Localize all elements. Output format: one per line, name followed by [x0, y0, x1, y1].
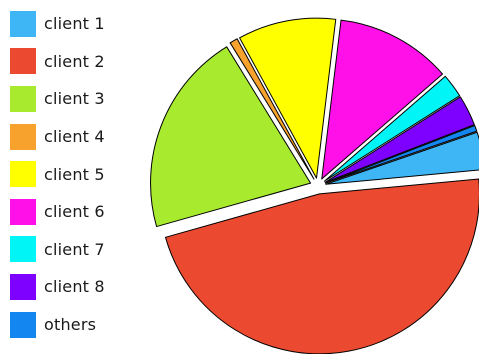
legend-swatch: [10, 236, 36, 263]
legend-label: client 8: [44, 277, 105, 297]
pie-slice: [325, 125, 478, 184]
legend-swatch: [10, 123, 36, 150]
pie-slice: [239, 17, 337, 179]
legend-swatch: [10, 48, 36, 75]
pie-slice: [323, 75, 461, 182]
chart-legend: client 1 client 2 client 3 client 4 clie…: [10, 5, 105, 343]
legend-label: client 6: [44, 202, 105, 222]
legend-item: client 2: [10, 43, 105, 81]
legend-item: client 1: [10, 5, 105, 43]
legend-item: client 8: [10, 268, 105, 306]
legend-item: client 3: [10, 80, 105, 118]
legend-swatch: [10, 161, 36, 188]
legend-swatch: [10, 311, 36, 338]
legend-label: client 5: [44, 164, 105, 184]
pie-slice: [325, 131, 479, 185]
legend-label: client 2: [44, 51, 105, 71]
legend-swatch: [10, 198, 36, 225]
legend-swatch: [10, 10, 36, 37]
pie-slice: [150, 46, 312, 228]
legend-swatch: [10, 273, 36, 300]
legend-label: client 1: [44, 14, 105, 34]
legend-item: client 5: [10, 155, 105, 193]
legend-swatch: [10, 85, 36, 112]
legend-label: others: [44, 315, 97, 335]
legend-label: client 7: [44, 239, 105, 259]
legend-item: client 4: [10, 118, 105, 156]
legend-label: client 4: [44, 127, 105, 147]
pie-slice: [229, 38, 315, 180]
legend-item: others: [10, 306, 105, 344]
legend-label: client 3: [44, 89, 105, 109]
pie-slice: [324, 96, 475, 183]
legend-item: client 6: [10, 193, 105, 231]
pie-slice: [321, 19, 444, 180]
legend-item: client 7: [10, 231, 105, 269]
pie-slice: [164, 178, 479, 354]
